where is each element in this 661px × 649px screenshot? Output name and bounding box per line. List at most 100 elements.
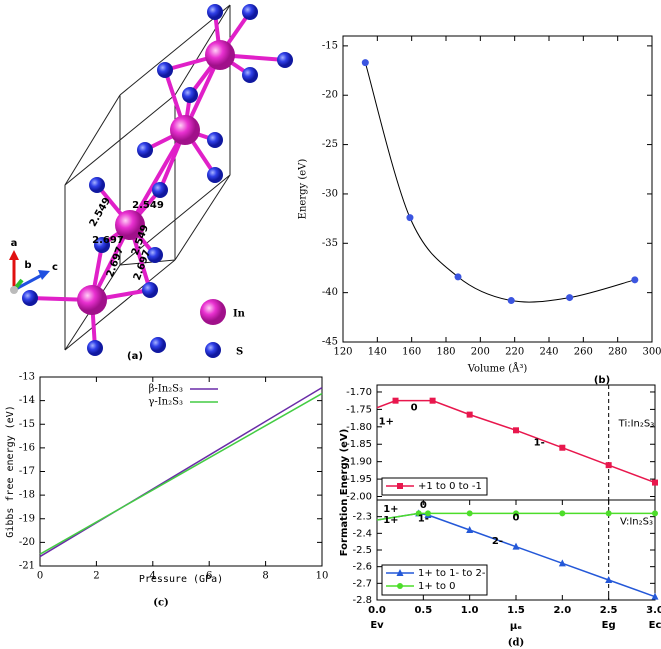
- y-tick-label: -2.4: [352, 528, 372, 539]
- y-tick-label: -2.5: [352, 545, 372, 556]
- x-axis-label: Pressure (GPa): [139, 574, 223, 585]
- y-tick-label: -20: [19, 537, 35, 548]
- marker: [651, 592, 659, 600]
- series-line: [39, 386, 323, 558]
- cell-edge: [174, 4, 231, 96]
- panel-label: (d): [508, 638, 524, 649]
- s-atom: [157, 62, 173, 78]
- y-tick-label: -45: [322, 337, 338, 348]
- in-atom: [170, 115, 200, 145]
- y-tick-label: -35: [322, 238, 338, 249]
- y-tick-label: -16: [19, 442, 35, 453]
- in-atom: [77, 285, 107, 315]
- x-tick-label: 3.0: [646, 605, 661, 616]
- marker: [513, 427, 519, 434]
- y-tick-label: -14: [19, 395, 35, 406]
- annotation: 0: [411, 403, 418, 414]
- x-tick-label: 0: [37, 571, 43, 582]
- marker: [466, 411, 473, 418]
- x-tick-label: 2: [93, 571, 99, 582]
- cell-edge: [119, 4, 231, 96]
- panel-label: (c): [153, 598, 169, 609]
- s-atom: [137, 142, 153, 158]
- y-axis-label: Gibbs free energy (eV): [5, 405, 16, 537]
- s-atom: [142, 282, 158, 298]
- x-tick-label: 1.5: [507, 605, 525, 616]
- data-point: [361, 59, 369, 67]
- annotation: 1+: [383, 504, 398, 515]
- legend-label: β-In₂S₃: [149, 384, 183, 395]
- cell-edge: [174, 174, 231, 261]
- legend-label: γ-In₂S₃: [148, 397, 183, 408]
- marker: [558, 559, 566, 567]
- y-tick-label: -1.70: [346, 387, 372, 398]
- annotation: 2-: [492, 536, 503, 547]
- annotation: 1-: [534, 438, 545, 449]
- legend-label: S: [236, 347, 243, 358]
- y-tick-label: -1.80: [346, 422, 372, 433]
- marker: [559, 510, 566, 517]
- series-line: [376, 399, 656, 484]
- x-tick-label: 240: [539, 347, 558, 358]
- x-tick-label: 200: [471, 347, 490, 358]
- annotation: 1+: [383, 515, 398, 526]
- s-atom: [152, 182, 168, 198]
- y-tick-label: -25: [322, 139, 338, 150]
- legend-label: In: [233, 309, 246, 320]
- plot-frame: [342, 35, 653, 343]
- marker: [605, 462, 612, 469]
- x-tick-label: 120: [333, 347, 352, 358]
- y-tick-label: -18: [19, 490, 35, 501]
- axis-c: [13, 273, 43, 292]
- y-tick-label: -2.00: [346, 492, 372, 503]
- y-tick-label: -2.3: [352, 512, 372, 523]
- bond: [128, 128, 187, 227]
- y-tick-label: -13: [19, 372, 35, 383]
- annotation: Ti:In₂S₃: [618, 418, 655, 429]
- y-tick-label: -19: [19, 513, 35, 524]
- x-tick-label: 300: [642, 347, 661, 358]
- s-atom: [277, 52, 293, 68]
- data-point: [454, 273, 462, 281]
- marker: [513, 510, 519, 517]
- legend-s: [205, 342, 221, 358]
- annotation: 0: [513, 513, 520, 524]
- x-tick-label: 1.0: [461, 605, 479, 616]
- s-atom: [147, 247, 163, 263]
- s-atom: [242, 67, 258, 83]
- marker: [466, 510, 473, 517]
- data-point: [406, 214, 414, 222]
- legend-box: [381, 477, 488, 496]
- y-tick-label: -1.85: [346, 439, 372, 450]
- y-tick-label: -1.95: [346, 474, 372, 485]
- s-atom: [242, 4, 258, 20]
- s-atom: [87, 340, 103, 356]
- axis-letter: a: [11, 238, 18, 249]
- x-tick-label: 2.5: [600, 605, 618, 616]
- panel-label: (b): [594, 375, 610, 386]
- y-tick-label: -21: [19, 561, 35, 572]
- axis-c-head: [38, 270, 50, 280]
- y-tick-label: -1.75: [346, 404, 372, 415]
- edge-label: Ec: [649, 620, 661, 631]
- axis-letter: b: [24, 260, 31, 271]
- cell-edge: [119, 259, 176, 266]
- data-point: [566, 294, 574, 302]
- marker: [512, 542, 520, 550]
- s-atom: [207, 4, 223, 20]
- y-tick-label: -40: [322, 287, 338, 298]
- s-atom: [89, 177, 105, 193]
- axis-letter: c: [52, 262, 58, 273]
- marker: [652, 510, 658, 517]
- y-tick-label: -17: [19, 466, 35, 477]
- axis-a-head: [9, 250, 19, 260]
- x-tick-label: 8: [262, 571, 268, 582]
- y-tick-label: -2.7: [352, 578, 372, 589]
- x-tick-label: 220: [505, 347, 524, 358]
- marker: [559, 444, 566, 451]
- marker: [392, 397, 399, 404]
- edge-label: Ev: [370, 620, 384, 631]
- axis-origin: [10, 286, 18, 294]
